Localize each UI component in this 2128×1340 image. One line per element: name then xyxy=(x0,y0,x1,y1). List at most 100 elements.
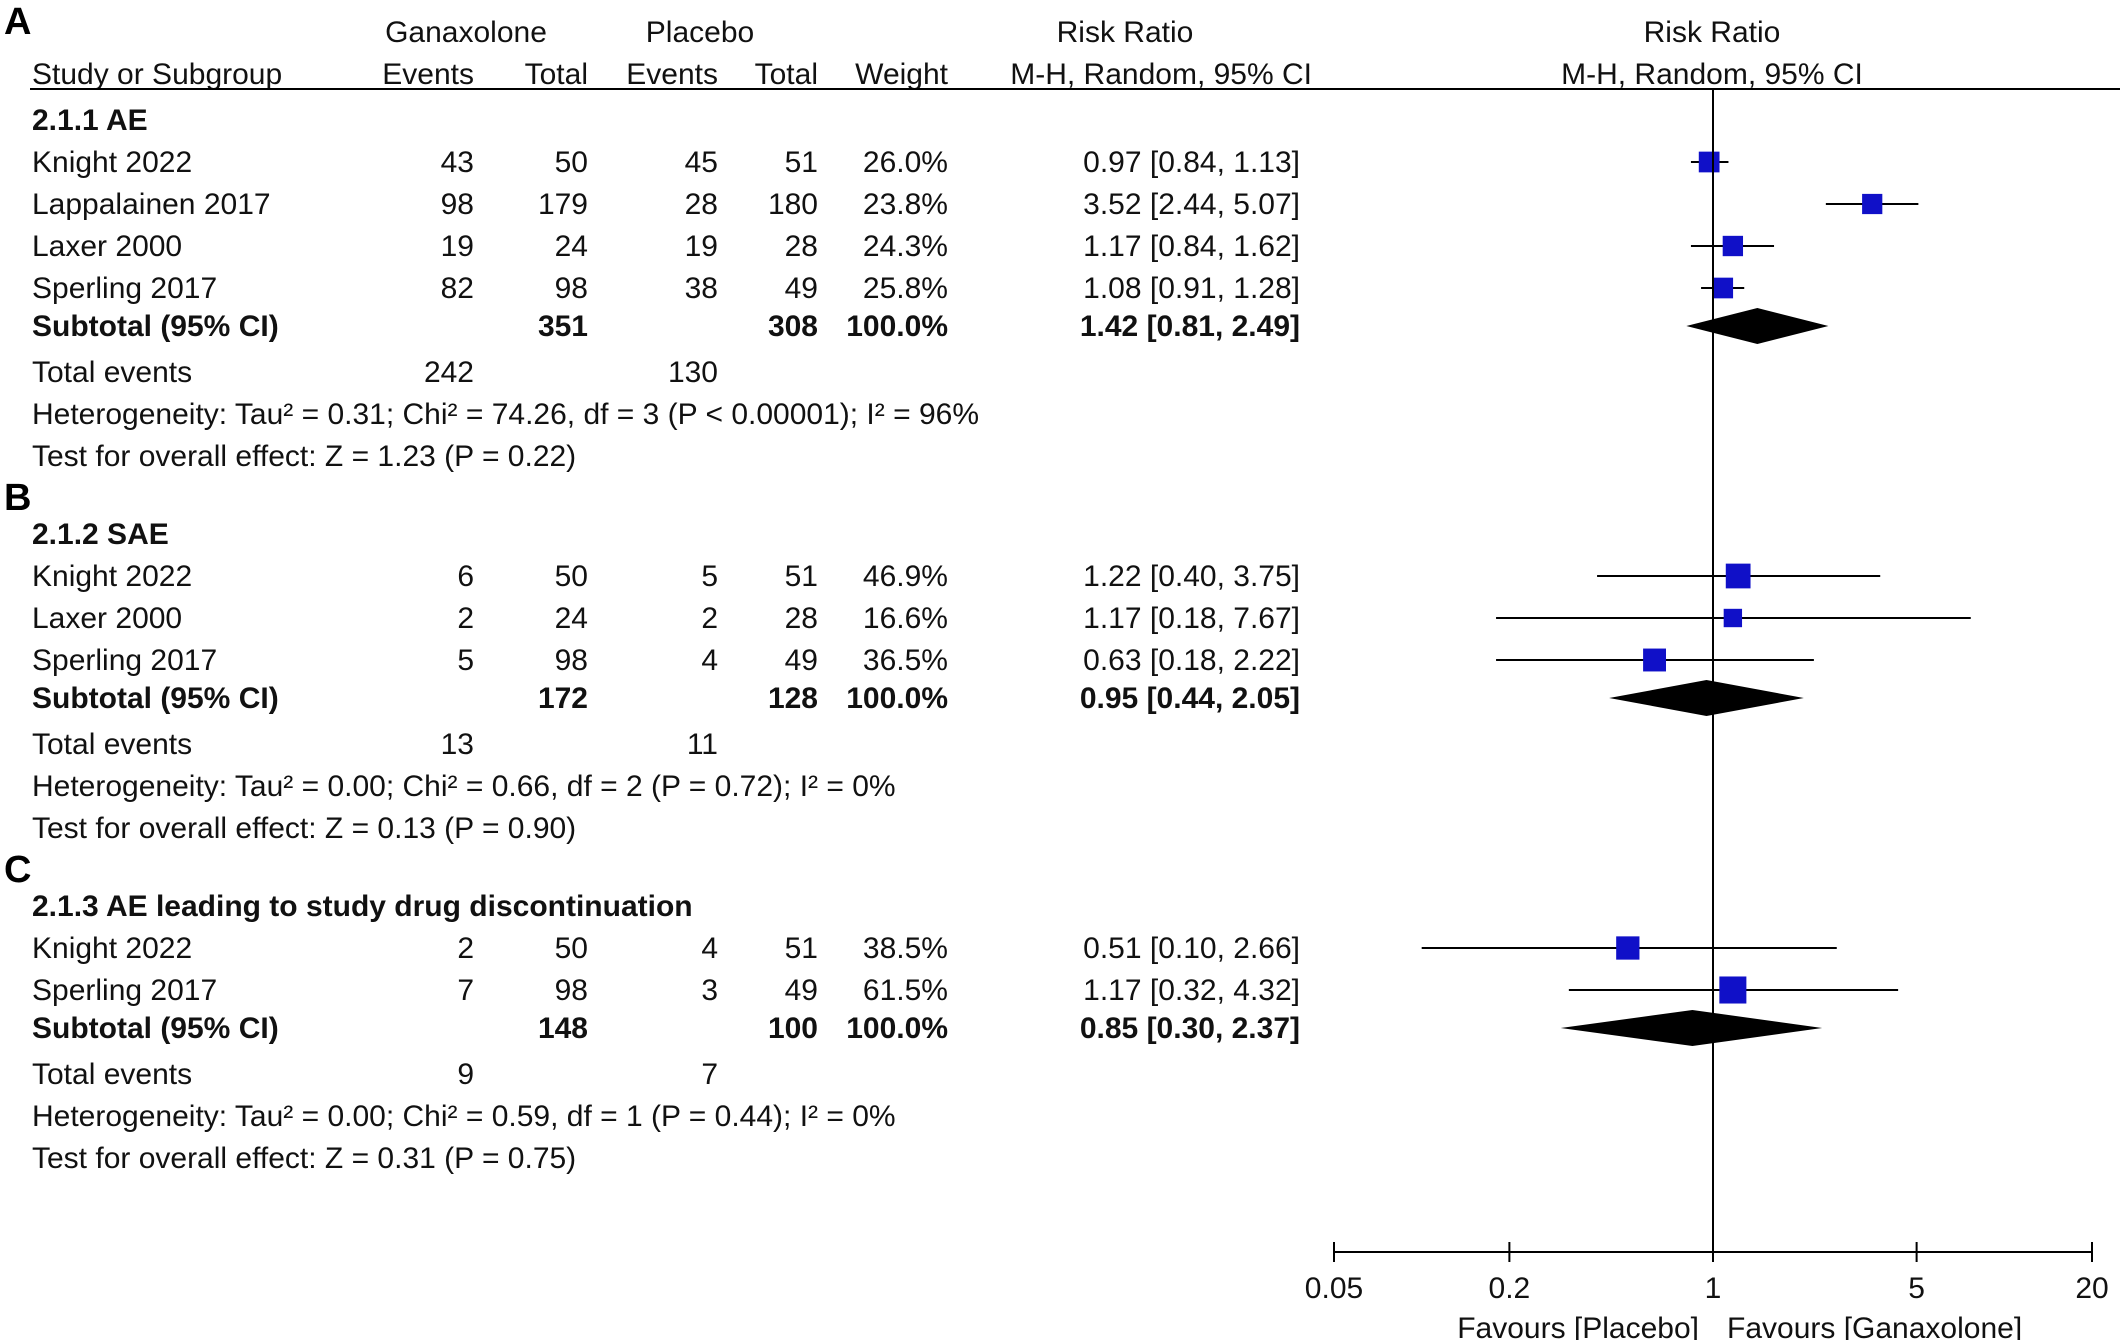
study-row: Lappalainen 2017 98 179 28 180 23.8% 3.52 [2.4… xyxy=(32,188,1300,221)
overall-effect-text: Test for overall effect: Z = 1.23 (P = 0… xyxy=(32,440,576,473)
risk-ratio-ci: 0.51 [0.10, 2.66] xyxy=(1083,932,1300,965)
total-placebo: 180 xyxy=(768,188,818,221)
subtotal-total-placebo: 308 xyxy=(768,310,818,343)
x-tick-label: 20 xyxy=(2075,1272,2108,1305)
subtotal-weight: 100.0% xyxy=(846,310,948,343)
subtotal-label: Subtotal (95% CI) xyxy=(32,1012,279,1045)
total-ganaxolone: 24 xyxy=(555,230,588,263)
events-ganaxolone: 7 xyxy=(457,974,474,1007)
risk-ratio-ci: 1.22 [0.40, 3.75] xyxy=(1083,560,1300,593)
risk-ratio-ci: 0.97 [0.84, 1.13] xyxy=(1083,146,1300,179)
total-placebo: 51 xyxy=(785,932,818,965)
study-name: Knight 2022 xyxy=(32,932,192,965)
effect-marker xyxy=(1725,563,1751,589)
effect-marker xyxy=(1719,976,1747,1004)
subtotal-label: Subtotal (95% CI) xyxy=(32,310,279,343)
subgroup-title: 2.1.3 AE leading to study drug discontin… xyxy=(32,890,693,923)
total-ganaxolone: 179 xyxy=(538,188,588,221)
total-ganaxolone: 50 xyxy=(555,932,588,965)
total-events-ganaxolone: 242 xyxy=(424,356,474,389)
header-total2: Total xyxy=(755,58,818,91)
study-row: Laxer 2000 19 24 19 28 24.3% 1.17 [0.84, 1.62] xyxy=(32,230,1300,263)
events-placebo: 4 xyxy=(701,644,718,677)
heterogeneity-text: Heterogeneity: Tau² = 0.31; Chi² = 74.26… xyxy=(32,398,979,431)
events-placebo: 4 xyxy=(701,932,718,965)
favours-left-label: Favours [Placebo] xyxy=(1457,1312,1699,1340)
subtotal-total-placebo: 100 xyxy=(768,1012,818,1045)
favours-right-label: Favours [Ganaxolone] xyxy=(1727,1312,2022,1340)
study-row: Sperling 2017 7 98 3 49 61.5% 1.17 [0.32, 4.32… xyxy=(32,974,1300,1007)
risk-ratio-ci: 1.17 [0.32, 4.32] xyxy=(1083,974,1300,1007)
events-placebo: 38 xyxy=(685,272,718,305)
panel-label: C xyxy=(4,849,31,891)
subtotal-label: Subtotal (95% CI) xyxy=(32,682,279,715)
events-placebo: 3 xyxy=(701,974,718,1007)
total-placebo: 28 xyxy=(785,602,818,635)
study-name: Lappalainen 2017 xyxy=(32,188,271,221)
total-placebo: 49 xyxy=(785,644,818,677)
x-tick-label: 5 xyxy=(1908,1272,1925,1305)
risk-ratio-ci: 1.08 [0.91, 1.28] xyxy=(1083,272,1300,305)
study-row: Knight 2022 2 50 4 51 38.5% 0.51 [0.10, 2.66] xyxy=(32,932,1300,965)
effect-marker xyxy=(1723,608,1743,628)
header-group1: Ganaxolone xyxy=(385,16,547,49)
x-tick-label: 0.05 xyxy=(1305,1272,1363,1305)
events-ganaxolone: 5 xyxy=(457,644,474,677)
total-placebo: 51 xyxy=(785,560,818,593)
header-weight: Weight xyxy=(855,58,948,91)
subtotal-weight: 100.0% xyxy=(846,682,948,715)
x-tick-label: 1 xyxy=(1705,1272,1722,1305)
study-row: Sperling 2017 5 98 4 49 36.5% 0.63 [0.18, 2.22… xyxy=(32,644,1300,677)
risk-ratio-ci: 3.52 [2.44, 5.07] xyxy=(1083,188,1300,221)
weight: 61.5% xyxy=(863,974,948,1007)
events-placebo: 2 xyxy=(701,602,718,635)
total-ganaxolone: 50 xyxy=(555,146,588,179)
events-ganaxolone: 19 xyxy=(441,230,474,263)
total-ganaxolone: 98 xyxy=(555,272,588,305)
subtotal-total-ganaxolone: 172 xyxy=(538,682,588,715)
study-name: Laxer 2000 xyxy=(32,230,182,263)
weight: 24.3% xyxy=(863,230,948,263)
total-ganaxolone: 24 xyxy=(555,602,588,635)
weight: 36.5% xyxy=(863,644,948,677)
total-events-placebo: 7 xyxy=(701,1058,718,1091)
total-events-placebo: 130 xyxy=(668,356,718,389)
events-ganaxolone: 43 xyxy=(441,146,474,179)
panel-label: B xyxy=(4,477,31,519)
events-placebo: 5 xyxy=(701,560,718,593)
subtotal-diamond xyxy=(1560,1010,1823,1046)
weight: 16.6% xyxy=(863,602,948,635)
subtotal-total-placebo: 128 xyxy=(768,682,818,715)
header-events2: Events xyxy=(626,58,718,91)
study-row: Knight 2022 6 50 5 51 46.9% 1.22 [0.40, 3.75] xyxy=(32,560,1300,593)
weight: 25.8% xyxy=(863,272,948,305)
heterogeneity-text: Heterogeneity: Tau² = 0.00; Chi² = 0.59,… xyxy=(32,1100,896,1133)
subtotal-total-ganaxolone: 351 xyxy=(538,310,588,343)
header-group2: Placebo xyxy=(646,16,754,49)
effect-marker xyxy=(1616,936,1640,960)
total-ganaxolone: 98 xyxy=(555,644,588,677)
subgroup-title: 2.1.2 SAE xyxy=(32,518,169,551)
subtotal-diamond xyxy=(1609,680,1804,716)
total-placebo: 49 xyxy=(785,272,818,305)
total-events-placebo: 11 xyxy=(687,728,718,761)
total-placebo: 49 xyxy=(785,974,818,1007)
study-name: Knight 2022 xyxy=(32,560,192,593)
risk-ratio-ci: 1.17 [0.18, 7.67] xyxy=(1083,602,1300,635)
subtotal-ci: 0.95 [0.44, 2.05] xyxy=(1080,682,1300,715)
total-events-ganaxolone: 9 xyxy=(457,1058,474,1091)
header-total1: Total xyxy=(525,58,588,91)
total-events-label: Total events xyxy=(32,728,192,761)
study-name: Sperling 2017 xyxy=(32,272,217,305)
risk-ratio-ci: 0.63 [0.18, 2.22] xyxy=(1083,644,1300,677)
study-row: Knight 2022 43 50 45 51 26.0% 0.97 [0.84, 1.13… xyxy=(32,146,1300,179)
total-events-label: Total events xyxy=(32,356,192,389)
subtotal-weight: 100.0% xyxy=(846,1012,948,1045)
risk-ratio-ci: 1.17 [0.84, 1.62] xyxy=(1083,230,1300,263)
total-ganaxolone: 98 xyxy=(555,974,588,1007)
header-risk-ratio-table: Risk Ratio xyxy=(1057,16,1194,49)
study-name: Knight 2022 xyxy=(32,146,192,179)
subgroup-title: 2.1.1 AE xyxy=(32,104,148,137)
header-risk-ratio-plot: Risk Ratio xyxy=(1644,16,1781,49)
